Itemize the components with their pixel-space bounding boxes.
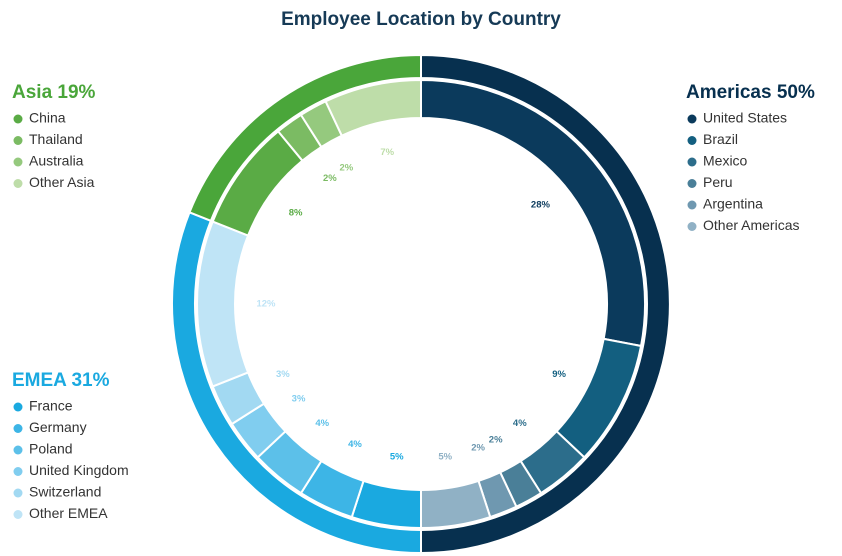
slice [324,78,422,138]
legend-swatch [13,424,23,433]
legend-heading: Americas 50% [686,82,815,103]
legend-item: United States [703,110,787,126]
legend-swatch [13,157,23,167]
legend-swatch [687,179,697,188]
slice-label: 9% [552,369,566,380]
legend-item: Other Asia [29,174,95,190]
legend-item: Argentina [703,196,763,212]
legend-swatch [13,510,23,519]
legend-item: Australia [29,153,84,169]
legend-item: Peru [703,174,733,190]
legend-swatch [13,402,23,412]
slice-label: 3% [276,369,290,380]
legend-heading: EMEA 31% [12,370,110,391]
legend-item: Germany [29,419,87,435]
legend-swatch [13,136,23,145]
slice [420,78,646,348]
slice-label: 2% [471,443,485,454]
slice-label: 2% [339,163,353,174]
legend-item: Other EMEA [29,505,108,521]
slice [420,479,492,530]
legend-item: Poland [29,441,73,457]
legend-item: Other Americas [703,217,799,233]
slice [196,220,250,388]
slice-label: 4% [513,418,527,429]
slice-label: 12% [256,299,276,310]
legend-swatch [13,179,23,188]
legend-item: France [29,398,73,414]
legend-swatch [687,200,697,210]
legend-item: Brazil [703,131,738,147]
slice-label: 2% [323,173,337,184]
legend-item: China [29,110,66,126]
legend-swatch [687,114,697,124]
slice-label: 3% [292,394,306,405]
legend-swatch [687,136,697,145]
legend-swatch [687,222,697,231]
slice-label: 2% [489,434,503,445]
legend-swatch [13,488,23,498]
group-arc [188,53,422,223]
legend-item: Mexico [703,153,748,169]
chart-title: Employee Location by Country [281,9,561,30]
slice-label: 5% [438,452,452,463]
legend-item: Thailand [29,131,83,147]
legend-swatch [13,445,23,455]
slice-label: 7% [380,147,394,158]
slice-label: 4% [315,418,329,429]
legend-swatch [13,114,23,124]
legend-item: United Kingdom [29,462,129,478]
legend-item: Switzerland [29,484,101,500]
slice-label: 28% [531,200,551,211]
legend-swatch [13,467,23,476]
legend-swatch [687,157,697,167]
slice-label: 5% [390,452,404,463]
slice-label: 4% [348,439,362,450]
slice-label: 8% [289,207,303,218]
legend-heading: Asia 19% [12,82,96,103]
